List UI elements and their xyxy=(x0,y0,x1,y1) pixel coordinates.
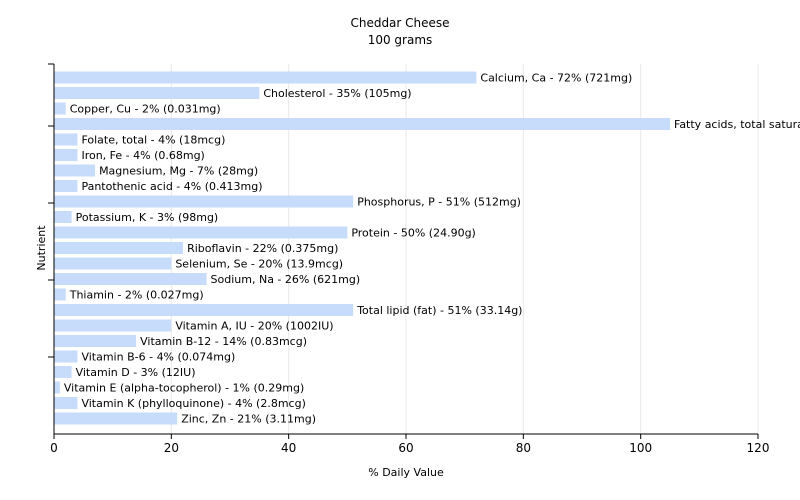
bar-label: Vitamin D - 3% (12IU) xyxy=(76,366,196,379)
bars xyxy=(54,71,670,425)
bar xyxy=(54,149,78,161)
bar-label: Sodium, Na - 26% (621mg) xyxy=(211,273,361,286)
bar-label: Vitamin B-12 - 14% (0.83mcg) xyxy=(140,335,307,348)
bar xyxy=(54,164,96,177)
bar xyxy=(54,397,78,409)
bar xyxy=(54,319,172,332)
bar xyxy=(54,366,72,378)
bar xyxy=(54,350,78,363)
bar-label: Riboflavin - 22% (0.375mg) xyxy=(187,242,338,255)
x-tick-label: 40 xyxy=(281,441,296,455)
bar-label: Phosphorus, P - 51% (512mg) xyxy=(357,196,521,209)
x-tick-label: 80 xyxy=(516,441,531,455)
bar-label: Vitamin E (alpha-tocopherol) - 1% (0.29m… xyxy=(64,382,304,395)
bar xyxy=(54,257,172,270)
bar xyxy=(54,335,137,347)
bar-label: Vitamin A, IU - 20% (1002IU) xyxy=(175,320,333,333)
bar xyxy=(54,381,60,394)
bar-label: Fatty acids, total saturated - 105% (21.… xyxy=(674,118,800,131)
x-tick-labels: 0 20 40 60 80 100 120 xyxy=(50,441,769,455)
chart-subtitle: 100 grams xyxy=(368,33,433,47)
bar-label: Selenium, Se - 20% (13.9mcg) xyxy=(175,258,343,271)
bar-label: Protein - 50% (24.90g) xyxy=(351,227,476,240)
bar xyxy=(54,226,348,239)
x-tick-label: 0 xyxy=(50,441,58,455)
bar xyxy=(54,412,178,425)
bar xyxy=(54,102,66,115)
bar-label: Magnesium, Mg - 7% (28mg) xyxy=(99,165,258,178)
bar-label: Thiamin - 2% (0.027mg) xyxy=(69,289,204,302)
bar xyxy=(54,195,354,208)
x-axis-label: % Daily Value xyxy=(368,466,444,479)
axes xyxy=(48,63,759,439)
x-tick-label: 60 xyxy=(398,441,413,455)
bar-label: Folate, total - 4% (18mcg) xyxy=(81,134,225,147)
x-tick-label: 120 xyxy=(747,441,770,455)
bar-label: Iron, Fe - 4% (0.68mg) xyxy=(81,149,204,162)
bar-label: Potassium, K - 3% (98mg) xyxy=(76,211,219,224)
bar-label: Zinc, Zn - 21% (3.11mg) xyxy=(181,413,316,426)
bar-labels: Calcium, Ca - 72% (721mg) Cholesterol - 3… xyxy=(64,72,800,426)
bar-label: Vitamin B-6 - 4% (0.074mg) xyxy=(81,351,235,364)
bar xyxy=(54,87,260,99)
bar xyxy=(54,288,66,301)
bar xyxy=(54,180,78,192)
chart-title: Cheddar Cheese xyxy=(350,16,449,30)
bar-label: Calcium, Ca - 72% (721mg) xyxy=(480,72,632,85)
bar xyxy=(54,133,78,146)
bar xyxy=(54,71,477,84)
bar-label: Pantothenic acid - 4% (0.413mg) xyxy=(81,180,262,193)
bar-label: Copper, Cu - 2% (0.031mg) xyxy=(70,103,221,116)
bar xyxy=(54,118,670,130)
bar-label: Total lipid (fat) - 51% (33.14g) xyxy=(356,304,522,317)
bar xyxy=(54,304,354,316)
bar xyxy=(54,211,72,223)
bar-label: Cholesterol - 35% (105mg) xyxy=(263,87,411,100)
y-axis-label: Nutrient xyxy=(35,225,48,271)
bar-label: Vitamin K (phylloquinone) - 4% (2.8mcg) xyxy=(81,397,305,410)
x-tick-label: 100 xyxy=(629,441,652,455)
x-tick-label: 20 xyxy=(164,441,179,455)
bar xyxy=(54,242,184,254)
bar xyxy=(54,273,207,285)
